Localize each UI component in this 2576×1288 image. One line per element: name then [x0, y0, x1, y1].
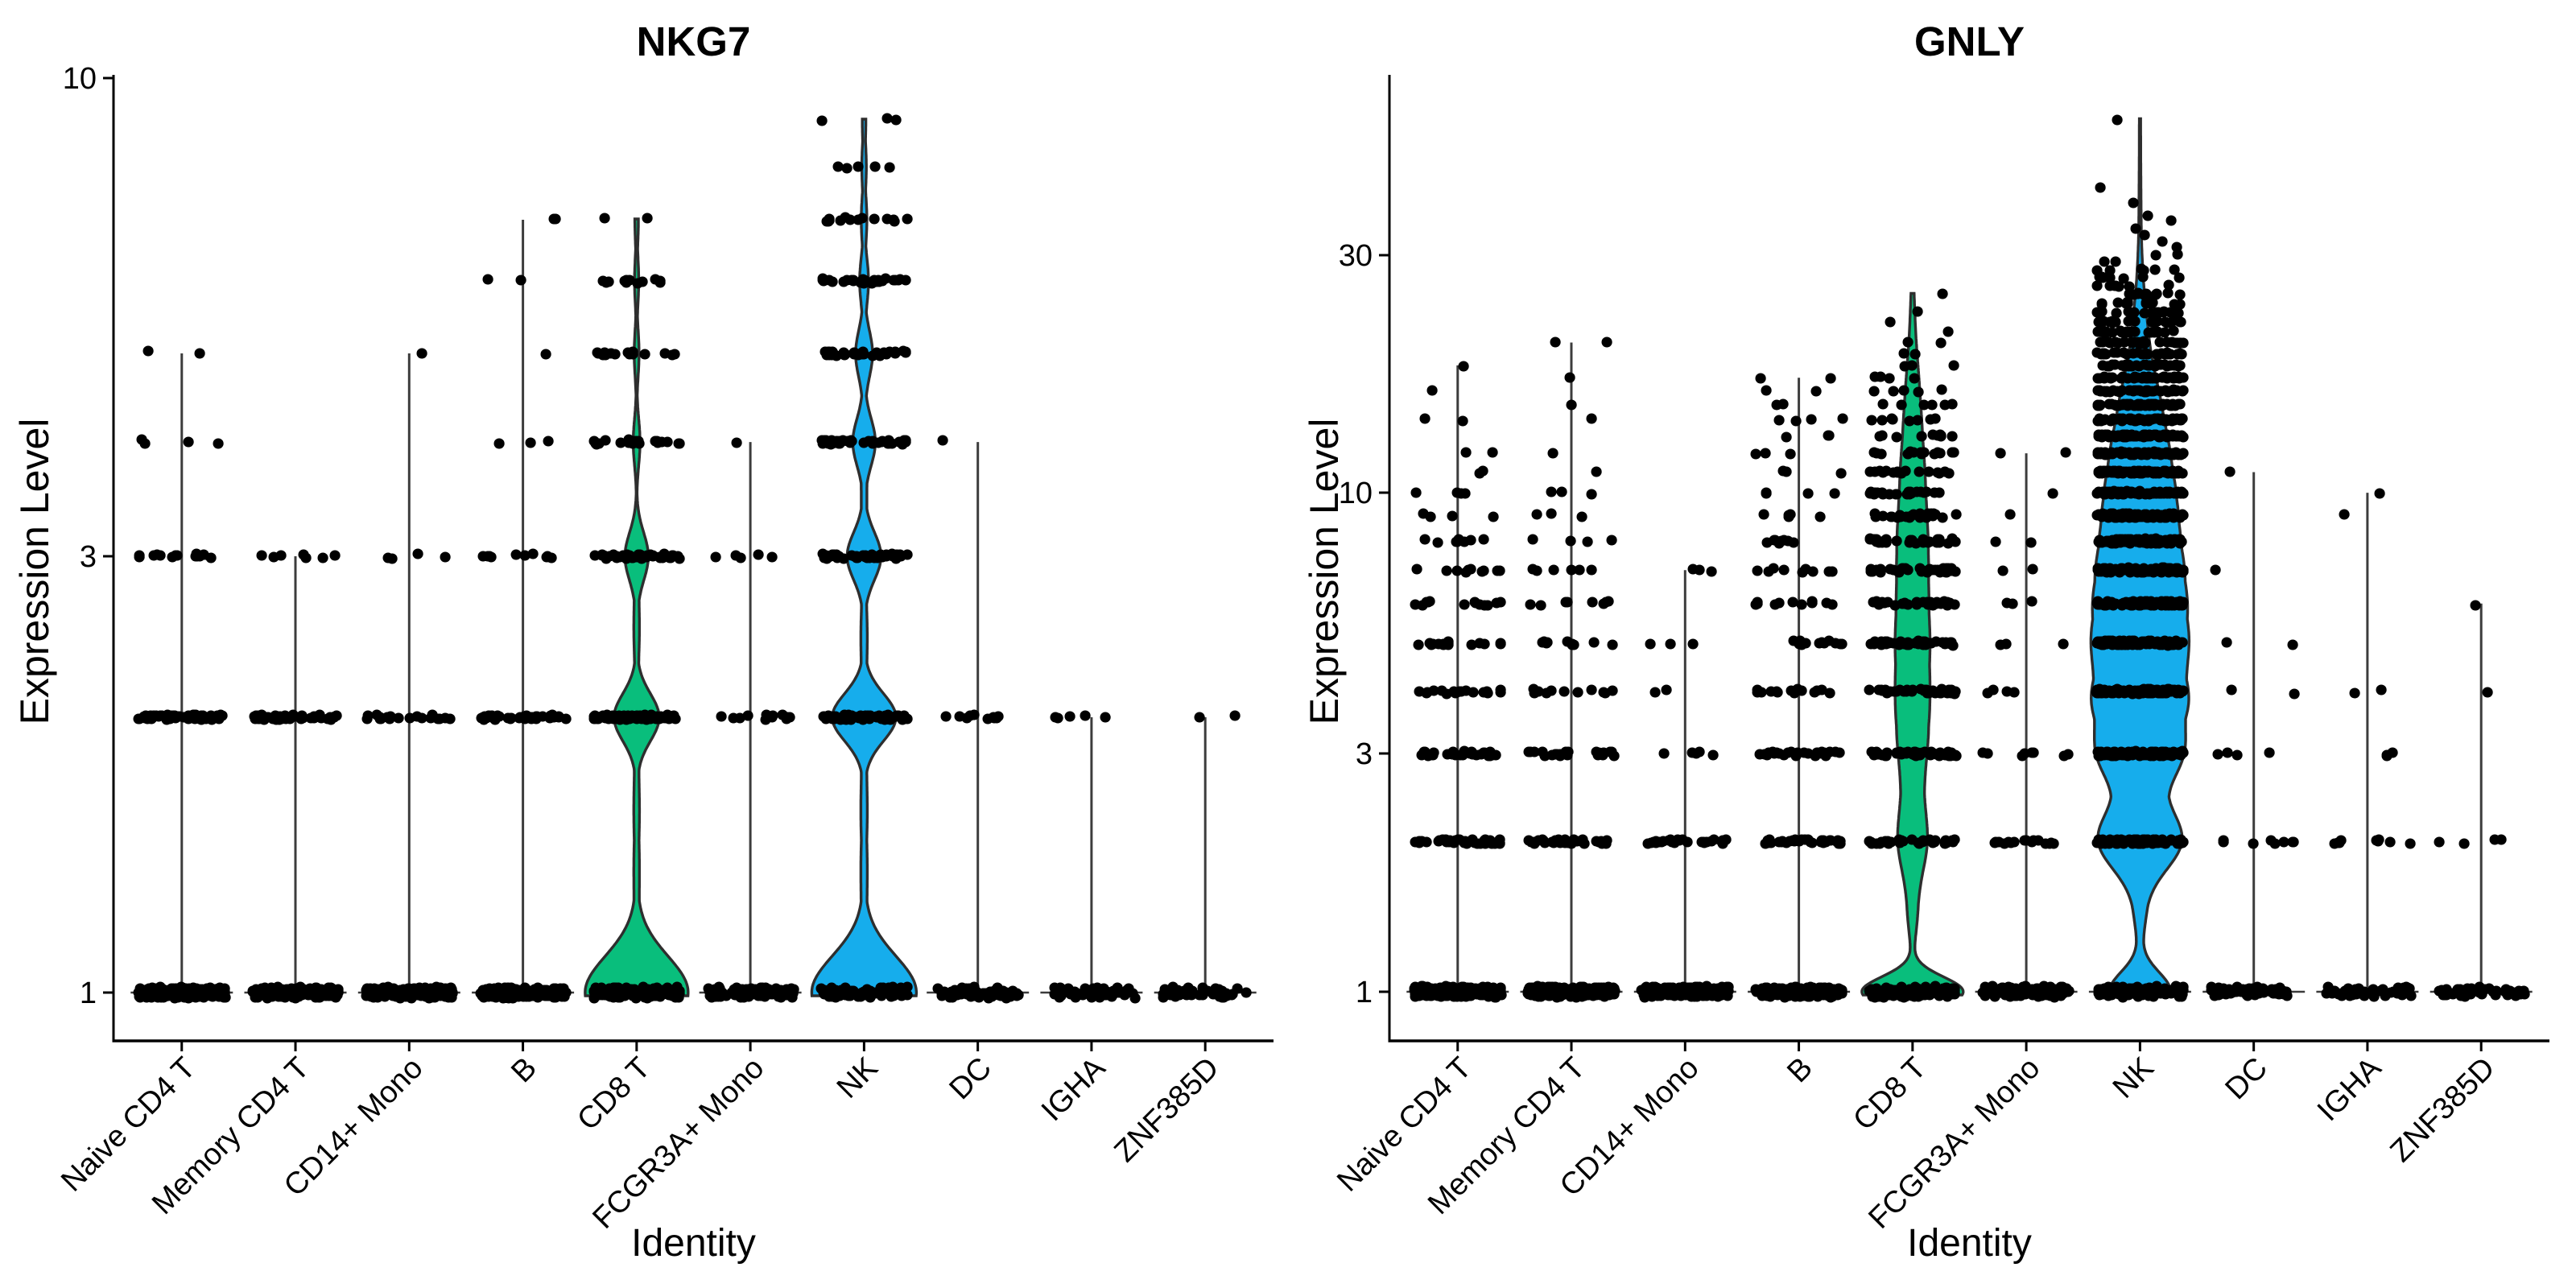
svg-text:Identity: Identity	[631, 1222, 756, 1265]
svg-text:GNLY: GNLY	[1914, 19, 2025, 64]
svg-text:Identity: Identity	[1907, 1222, 2032, 1265]
svg-text:10: 10	[1339, 477, 1373, 510]
svg-text:3: 3	[80, 540, 97, 574]
svg-text:30: 30	[1339, 239, 1373, 273]
svg-text:Expression Level: Expression Level	[12, 419, 57, 725]
svg-text:10: 10	[63, 62, 97, 96]
svg-text:3: 3	[1356, 737, 1373, 771]
svg-text:1: 1	[1356, 976, 1373, 1009]
svg-text:Expression Level: Expression Level	[1302, 419, 1347, 725]
svg-text:NKG7: NKG7	[637, 19, 751, 64]
svg-text:1: 1	[80, 976, 97, 1010]
